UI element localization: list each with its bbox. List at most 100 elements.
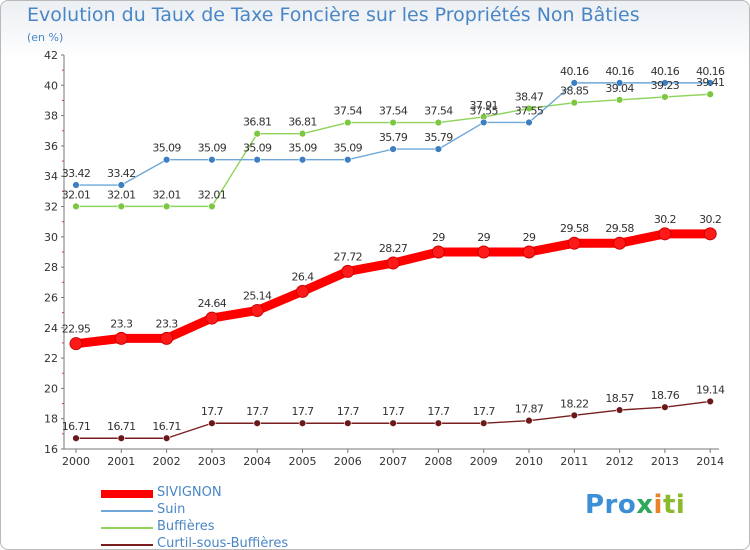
data-label-curtil: 17.87	[515, 403, 544, 416]
data-point-buffieres	[434, 118, 443, 127]
data-point-sivignon	[477, 245, 491, 259]
y-tick-label: 40	[44, 79, 58, 92]
data-point-curtil	[253, 419, 261, 427]
data-label-curtil: 18.76	[651, 389, 680, 402]
data-label-curtil: 17.7	[246, 405, 269, 418]
y-tick-label: 38	[44, 110, 58, 123]
legend-swatch-suin	[101, 510, 153, 512]
x-tick-label: 2014	[696, 455, 724, 468]
y-tick-label: 22	[44, 352, 58, 365]
legend-swatch-buffieres	[101, 527, 153, 529]
chart-title: Evolution du Taux de Taxe Foncière sur l…	[27, 4, 640, 26]
data-label-suin: 33.42	[62, 167, 91, 180]
data-label-buffieres: 39.23	[651, 79, 680, 92]
data-point-sivignon	[658, 227, 672, 241]
data-label-buffieres: 37.54	[334, 105, 363, 118]
data-point-sivignon	[703, 227, 717, 241]
data-label-curtil: 16.71	[152, 420, 181, 433]
x-tick-label: 2001	[107, 455, 135, 468]
x-tick-label: 2000	[62, 455, 90, 468]
data-label-suin: 35.79	[379, 131, 408, 144]
data-label-suin: 40.16	[696, 65, 725, 78]
data-point-buffieres	[615, 96, 624, 104]
data-point-curtil	[525, 416, 533, 425]
legend-swatch-sivignon	[101, 490, 153, 498]
data-point-buffieres	[72, 202, 80, 211]
data-label-suin: 35.79	[424, 131, 453, 144]
proxiti-logo: Proxiti	[585, 490, 686, 520]
data-label-sivignon: 29.58	[605, 222, 634, 235]
data-label-curtil: 18.57	[605, 392, 634, 405]
data-label-buffieres: 32.01	[62, 188, 91, 201]
data-label-curtil: 17.7	[382, 405, 405, 418]
data-label-buffieres: 37.54	[379, 105, 408, 118]
data-point-suin	[480, 118, 488, 127]
data-point-sivignon	[205, 311, 219, 325]
data-point-sivignon	[431, 245, 445, 259]
data-point-curtil	[344, 419, 352, 427]
data-label-sivignon: 27.72	[334, 250, 363, 263]
data-point-sivignon	[522, 245, 536, 259]
data-label-buffieres: 36.81	[243, 116, 272, 129]
y-tick-label: 24	[44, 322, 58, 335]
data-point-suin	[344, 156, 352, 164]
x-tick-label: 2005	[289, 455, 317, 468]
data-point-curtil	[615, 406, 624, 414]
legend-label-curtil: Curtil-sous-Buffières	[157, 536, 289, 550]
data-point-buffieres	[570, 99, 578, 107]
data-point-curtil	[570, 411, 578, 420]
y-tick-label: 36	[44, 140, 58, 153]
data-point-sivignon	[69, 337, 83, 351]
legend-label-suin: Suin	[157, 502, 186, 517]
data-point-sivignon	[567, 236, 581, 250]
data-point-curtil	[72, 434, 80, 442]
x-tick-label: 2010	[515, 455, 543, 468]
legend-swatch-curtil	[101, 544, 153, 546]
data-point-suin	[389, 145, 397, 153]
data-point-buffieres	[117, 202, 126, 211]
data-label-suin: 40.16	[560, 65, 589, 78]
y-tick-label: 32	[44, 201, 58, 214]
data-point-sivignon	[160, 331, 174, 345]
data-label-curtil: 17.7	[291, 405, 314, 418]
data-point-suin	[525, 118, 533, 127]
data-point-sivignon	[114, 331, 128, 345]
data-point-curtil	[661, 403, 669, 411]
data-point-buffieres	[253, 129, 261, 138]
x-tick-label: 2008	[424, 455, 452, 468]
data-point-sivignon	[296, 284, 309, 298]
legend-label-sivignon: SIVIGNON	[157, 485, 222, 500]
data-point-suin	[615, 79, 624, 87]
data-label-suin: 37.55	[469, 104, 498, 117]
y-tick-label: 34	[44, 170, 58, 183]
y-tick-label: 20	[44, 382, 58, 395]
data-point-buffieres	[298, 129, 307, 138]
y-tick-label: 16	[44, 443, 58, 456]
x-tick-label: 2013	[651, 455, 679, 468]
y-tick-label: 26	[44, 291, 58, 304]
data-point-suin	[298, 156, 307, 164]
data-point-buffieres	[706, 90, 714, 98]
data-label-suin: 35.09	[334, 142, 363, 155]
y-tick-label: 30	[44, 231, 58, 244]
data-point-sivignon	[250, 303, 264, 317]
data-label-suin: 33.42	[107, 167, 136, 180]
data-point-suin	[253, 156, 261, 164]
data-point-suin	[208, 156, 216, 164]
legend-label-buffieres: Buffières	[157, 519, 215, 534]
x-tick-label: 2003	[198, 455, 226, 468]
data-point-curtil	[706, 397, 714, 406]
data-label-sivignon: 30.2	[699, 213, 721, 226]
data-label-sivignon: 23.3	[156, 317, 179, 330]
data-point-curtil	[208, 419, 216, 427]
data-point-suin	[162, 156, 171, 164]
data-point-curtil	[434, 419, 443, 427]
x-tick-label: 2012	[606, 455, 634, 468]
data-point-suin	[117, 181, 126, 189]
data-point-buffieres	[162, 202, 171, 211]
data-label-sivignon: 22.95	[62, 323, 91, 336]
data-point-sivignon	[341, 264, 355, 278]
data-label-sivignon: 23.3	[110, 317, 133, 330]
x-tick-label: 2007	[379, 455, 407, 468]
data-label-buffieres: 37.91	[469, 99, 498, 112]
